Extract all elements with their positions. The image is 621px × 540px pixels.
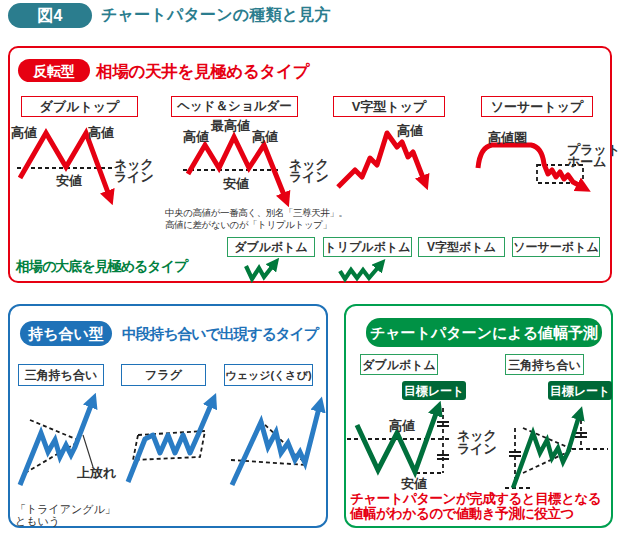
pattern-box-triangle: 三角持ち合い <box>18 364 104 386</box>
label-high-zone: 高値圏 <box>488 131 527 144</box>
wedge-chart <box>226 390 326 500</box>
figure-badge: 図4 <box>8 3 92 28</box>
reversal-badge: 反転型 <box>18 59 90 82</box>
pattern-box-double-top: ダブルトップ <box>21 96 138 117</box>
double-bottom-arrow <box>242 258 288 288</box>
label-high: 高値 <box>397 124 423 137</box>
pattern-box-saucer-bottom: ソーサーボトム <box>512 237 600 257</box>
prediction-footer: チャートパターンが完成すると目標となる <box>350 492 601 506</box>
label-platform: ホーム <box>567 155 607 168</box>
consolidation-badge: 持ち合い型 <box>20 321 112 346</box>
label-high: 高値 <box>389 419 415 432</box>
pattern-box-wedge: ウェッジ(くさび) <box>224 364 313 386</box>
pattern-box-saucer-top: ソーサートップ <box>481 96 593 117</box>
v-top-chart <box>334 122 444 197</box>
triangle-note: ともいう <box>15 515 60 528</box>
label-neckline: ライン <box>457 442 497 455</box>
label-high: 高値 <box>183 130 209 143</box>
label-neckline: ライン <box>114 170 154 183</box>
pattern-box-head-shoulders: ヘッド＆ショルダー <box>171 96 298 117</box>
prediction-footer: 値幅がわかるので値動き予測に役立つ <box>350 507 574 521</box>
prediction-badge: チャートパターンによる値幅予測 <box>366 318 602 347</box>
bottom-type-title: 相場の大底を見極めるタイプ <box>16 259 187 273</box>
consolidation-title: 中段持ち合いで出現するタイプ <box>122 326 318 341</box>
pattern-box-double-bottom-pred: ダブルボトム <box>360 354 438 375</box>
label-low: 安値 <box>56 174 82 187</box>
pattern-box-v-top: V字型トップ <box>333 96 445 117</box>
triple-bottom-arrow <box>336 258 400 288</box>
page: { "colors": { "red": "#e60012", "teal": … <box>0 0 621 540</box>
target-rate-badge: 目標レート <box>548 381 612 400</box>
pattern-box-double-bottom: ダブルボトム <box>227 237 315 257</box>
triangle-pred-chart <box>500 405 618 500</box>
reversal-title: 相場の天井を見極めるタイプ <box>96 63 309 80</box>
label-highest: 最高値 <box>211 119 250 132</box>
label-low: 安値 <box>223 177 249 190</box>
label-high: 高値 <box>252 130 278 143</box>
label-neckline: ライン <box>289 170 329 183</box>
head-shoulders-note: 高値に差がないのが「トリプルトップ」 <box>165 219 332 230</box>
target-rate-badge: 目標レート <box>402 381 466 400</box>
label-upside-breakout: 上放れ <box>77 466 116 479</box>
label-low: 安値 <box>401 477 427 490</box>
label-high: 高値 <box>88 126 114 139</box>
flag-chart <box>122 392 222 492</box>
head-shoulders-note: 中央の高値が一番高く、別名「三尊天井」。 <box>165 207 348 218</box>
pattern-box-triangle-pred: 三角持ち合い <box>505 354 584 375</box>
page-title: チャートパターンの種類と見方 <box>101 7 331 23</box>
pattern-box-triple-bottom: トリプルボトム <box>323 237 412 257</box>
pattern-box-flag: フラグ <box>121 364 206 386</box>
label-high: 高値 <box>11 126 37 139</box>
pattern-box-v-bottom: V字型ボトム <box>418 237 505 257</box>
